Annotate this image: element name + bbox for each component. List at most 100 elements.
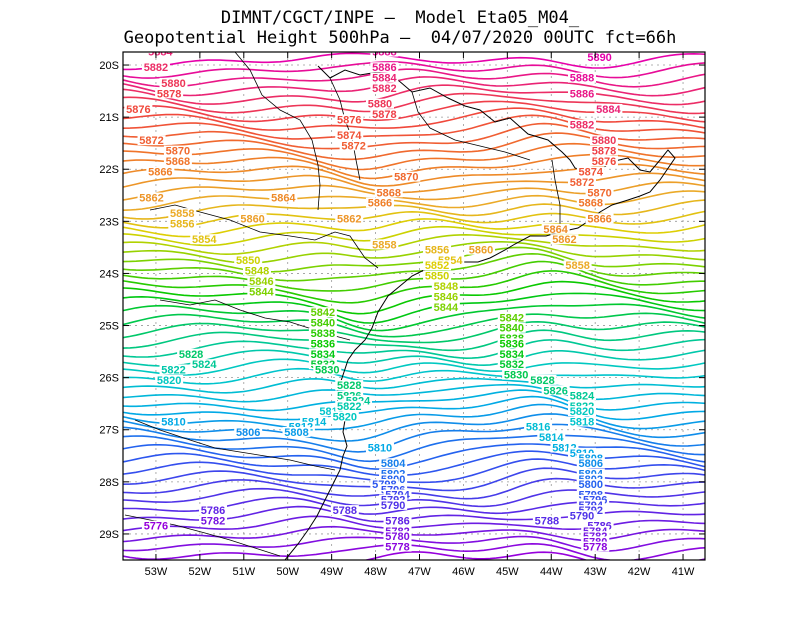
contour-label-bg — [528, 374, 557, 385]
contour-label-bg — [581, 536, 610, 547]
contour-label: 5840 — [499, 323, 523, 335]
contour-label-bg — [541, 385, 570, 396]
contour-line — [123, 172, 705, 194]
contour-line — [123, 225, 705, 247]
contour-label: 5790 — [381, 500, 405, 512]
contour-label-bg — [576, 489, 605, 500]
contour-label: 5860 — [469, 245, 493, 257]
contour-label: 5880 — [592, 135, 616, 147]
lon-tick-label: 42W — [628, 566, 651, 578]
contour-label-bg — [383, 489, 412, 500]
contour-label: 5776 — [144, 521, 168, 533]
contour-line — [123, 280, 705, 315]
lat-tick-label: 26S — [99, 373, 119, 385]
contour-label-bg — [550, 234, 579, 245]
contour-label-bg — [177, 348, 206, 359]
contour-label: 5840 — [311, 318, 335, 330]
contour-label-bg — [568, 406, 597, 417]
contour-label-bg — [159, 364, 188, 375]
contour-label-bg — [190, 359, 219, 370]
contour-label-bg — [576, 166, 605, 177]
contour-label: 5854 — [192, 234, 217, 246]
contour-line — [123, 190, 705, 212]
contour-label-bg — [247, 286, 276, 297]
contour-line — [123, 467, 705, 492]
contour-label-bg — [146, 166, 175, 177]
contour-label-bg — [339, 140, 368, 151]
contour-label-bg — [581, 494, 610, 505]
contour-label-bg — [568, 176, 597, 187]
contour-label: 5848 — [434, 281, 458, 293]
contour-label: 5866 — [587, 213, 611, 225]
contour-label: 5790 — [570, 510, 594, 522]
contour-label: 5862 — [139, 192, 163, 204]
state-border-3 — [134, 419, 336, 471]
contour-label: 5868 — [166, 156, 190, 168]
contour-label: 5810 — [368, 443, 392, 455]
contour-label-bg — [234, 426, 263, 437]
contour-label-bg — [238, 213, 267, 224]
contour-line — [123, 329, 705, 352]
contour-label-bg — [585, 187, 614, 198]
contour-label-bg — [379, 499, 408, 510]
contour-label: 5860 — [240, 213, 264, 225]
contour-label-bg — [137, 135, 166, 146]
contour-label: 5864 — [543, 224, 568, 236]
contour-label: 5824 — [570, 390, 595, 402]
contour-label-bg — [365, 197, 394, 208]
contour-label-bg — [497, 322, 526, 333]
contour-label: 5822 — [337, 401, 361, 413]
contour-label-bg — [392, 171, 421, 182]
contour-label-bg — [374, 187, 403, 198]
contour-label-bg — [199, 515, 228, 526]
contour-label-bg — [423, 270, 452, 281]
contour-label-bg — [436, 255, 465, 266]
lat-tick-label: 25S — [99, 321, 119, 333]
contour-label-bg — [576, 479, 605, 490]
contour-line — [123, 458, 705, 484]
contour-label-bg — [379, 458, 408, 469]
contour-label: 5778 — [385, 542, 409, 554]
contour-label: 5824 — [192, 359, 217, 371]
contour-label: 5886 — [570, 88, 594, 100]
contour-label-bg — [365, 442, 394, 453]
contour-label: 5856 — [425, 245, 449, 257]
contour-label: 5804 — [381, 458, 406, 470]
lat-tick-label: 28S — [99, 477, 119, 489]
contour-label-bg — [423, 244, 452, 255]
contour-label-bg — [330, 505, 359, 516]
contour-label: 5866 — [148, 166, 172, 178]
contour-label: 5878 — [157, 88, 181, 100]
contour-line — [123, 535, 705, 552]
contour-labels: 5884588258805878587658725870586858665862… — [124, 47, 623, 554]
contour-label-bg — [541, 223, 570, 234]
contour-label: 5778 — [583, 542, 607, 554]
contour-label: 5838 — [311, 328, 335, 340]
lon-tick-label: 47W — [408, 566, 431, 578]
contour-label: 5850 — [425, 271, 449, 283]
contour-label-bg — [379, 473, 408, 484]
lon-tick-label: 51W — [232, 566, 255, 578]
contour-label: 5884 — [148, 47, 173, 59]
contour-label-bg — [589, 145, 618, 156]
contour-lines — [123, 52, 705, 560]
contour-label: 5830 — [315, 364, 339, 376]
contour-label: 5884 — [596, 104, 621, 116]
contour-label: 5828 — [337, 380, 361, 392]
contour-label: 5856 — [170, 219, 194, 231]
river-south — [124, 514, 281, 557]
contour-label-bg — [576, 453, 605, 464]
contour-line — [123, 68, 705, 88]
contour-label-bg — [190, 234, 219, 245]
contour-line — [123, 252, 705, 282]
contour-label: 5872 — [139, 135, 163, 147]
contour-label-bg — [308, 338, 337, 349]
contour-label: 5870 — [166, 146, 190, 158]
contour-label: 5868 — [579, 198, 603, 210]
contour-label-bg — [383, 515, 412, 526]
contour-label: 5870 — [394, 172, 418, 184]
contour-label-bg — [497, 348, 526, 359]
contour-label-bg — [199, 505, 228, 516]
lon-tick-label: 48W — [364, 566, 387, 578]
contour-label-bg — [335, 213, 364, 224]
